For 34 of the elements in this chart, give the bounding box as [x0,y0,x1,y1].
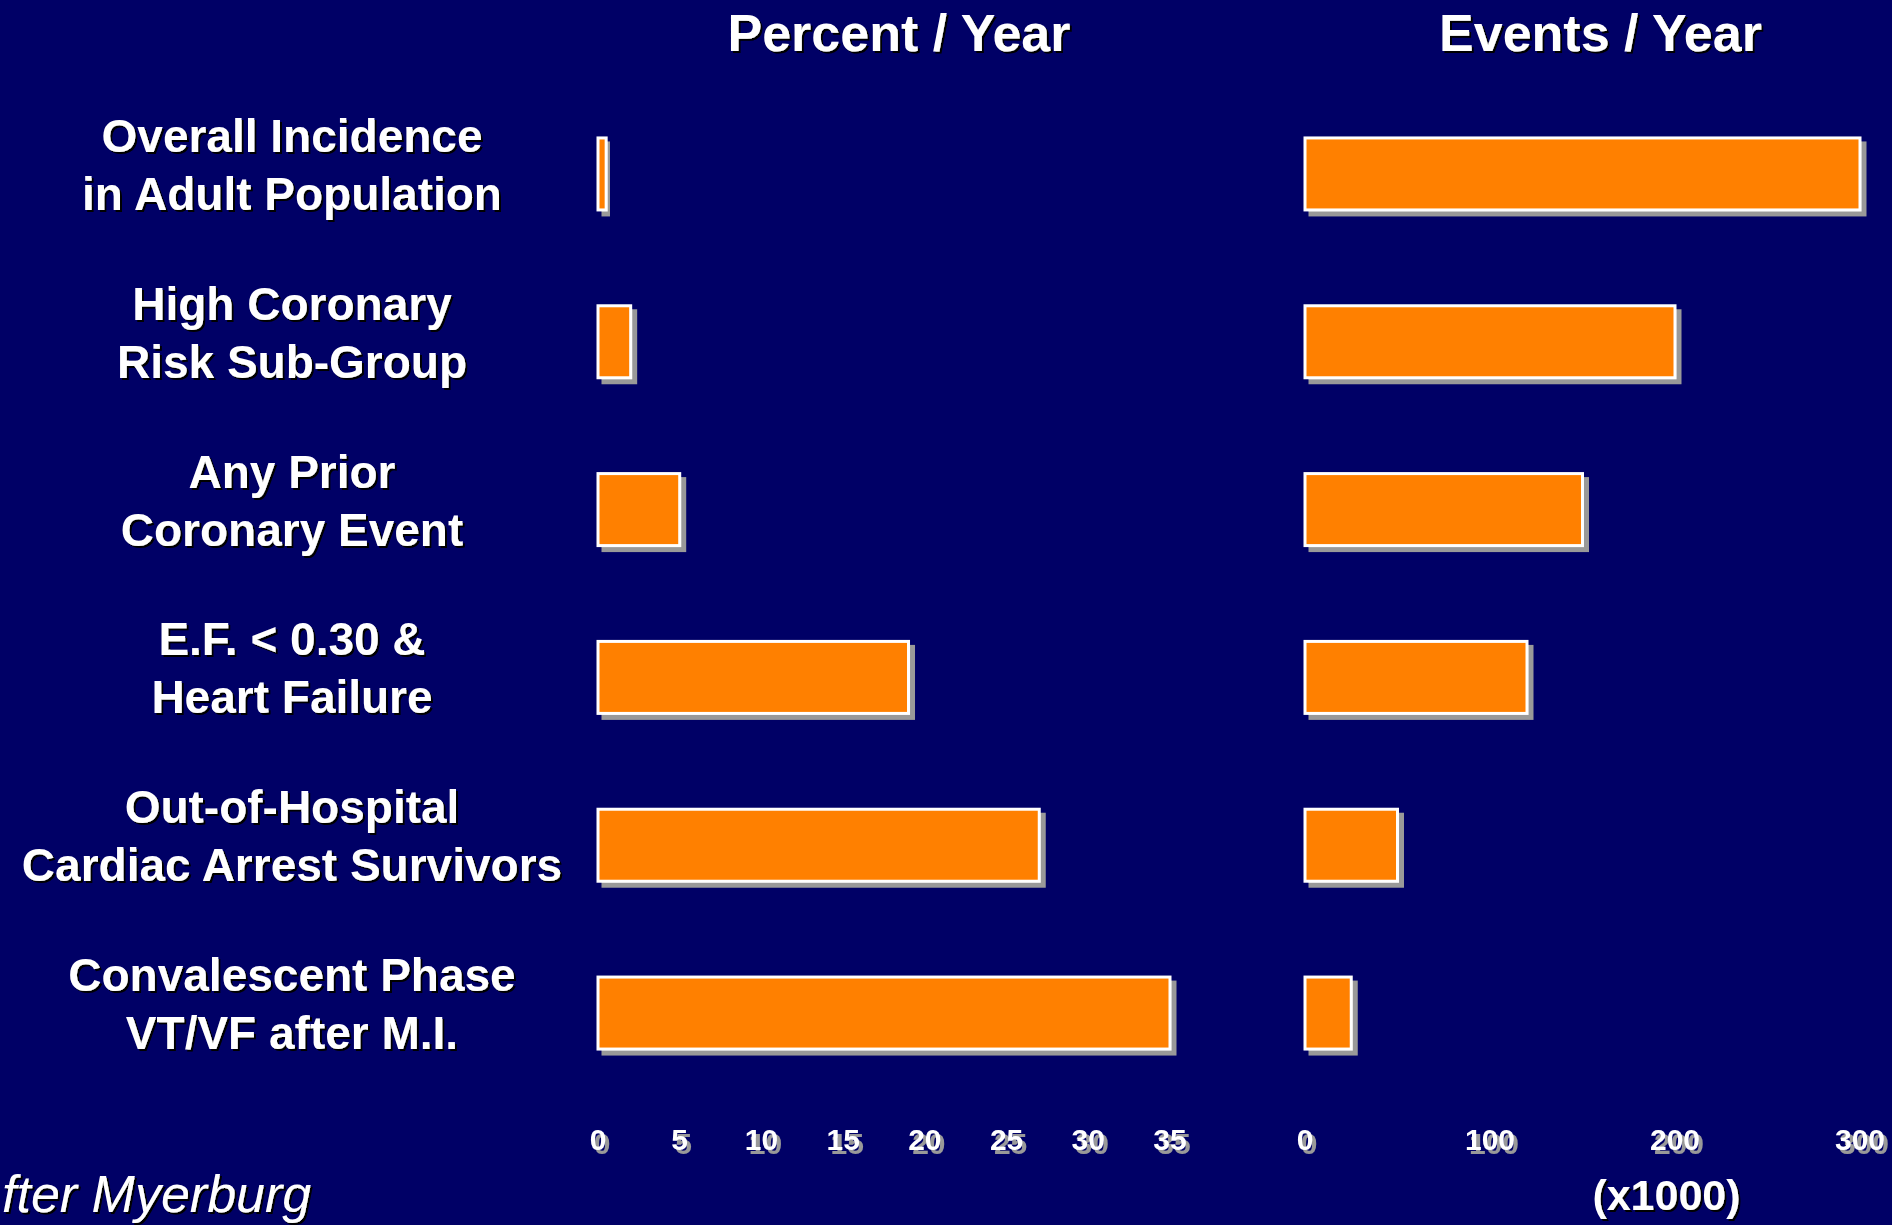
y-tick-label: Out-of-Hospital Cardiac Arrest Survivors [21,781,563,892]
x-tick-label: 25 [989,1123,1024,1156]
bar [596,807,1041,883]
x-tick-label: 35 [1153,1123,1187,1156]
x-tick-label: 200 [1649,1123,1701,1156]
x-tick-label: 300 [1834,1123,1886,1156]
bar [1303,304,1677,380]
x-tick-label: 5 [671,1123,689,1156]
bar [596,304,633,380]
x-tick-label: 30 [1071,1123,1105,1156]
x-tick-label: 0 [589,1123,607,1156]
chart-title: Events / Year [1439,4,1762,62]
bar [596,639,911,715]
bar [596,472,682,548]
x-tick-label: 0 [1296,1123,1314,1156]
x-axis-title: (x1000) [1592,1171,1741,1219]
x-tick-label: 15 [826,1123,860,1156]
x-tick-label: 100 [1464,1123,1516,1156]
bar [1303,472,1584,548]
bar [596,136,608,212]
x-tick-label: 20 [908,1123,942,1156]
bar [1303,136,1862,212]
y-tick-label: Convalescent Phase VT/VF after M.I. [68,949,516,1060]
bar [1303,639,1529,715]
bar [1303,807,1399,883]
x-tick-label: 10 [744,1123,779,1156]
bar [596,975,1172,1051]
chart-title: Percent / Year [727,4,1071,62]
y-tick-label: Overall Incidence in Adult Population [82,109,502,220]
y-tick-label: Any Prior Coronary Event [120,445,464,556]
y-tick-label: High Coronary Risk Sub-Group [116,277,468,388]
y-tick-label: E.F. < 0.30 & Heart Failure [151,613,433,724]
text: fter Myerburg [2,1165,312,1223]
bar [1303,975,1353,1051]
